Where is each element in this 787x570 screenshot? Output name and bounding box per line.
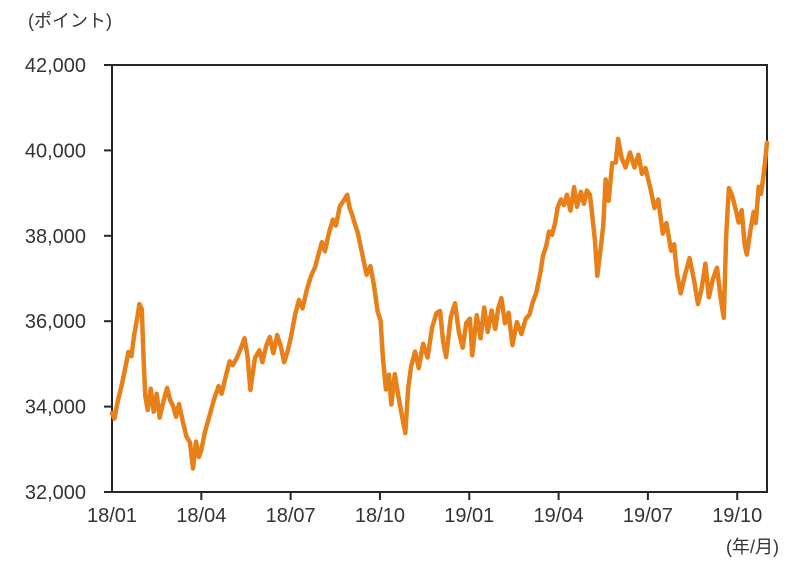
x-tick-label: 19/04 [534,505,584,527]
x-tick-label: 18/10 [355,505,405,527]
x-tick-label: 19/01 [444,505,494,527]
y-tick-label: 34,000 [25,397,86,419]
y-tick-label: 32,000 [25,482,86,504]
y-axis-unit-label: (ポイント) [28,11,112,31]
y-tick-label: 36,000 [25,311,86,333]
x-tick-label: 18/07 [266,505,316,527]
x-axis-unit-label: (年/月) [726,537,779,557]
y-tick-label: 42,000 [25,55,86,77]
x-tick-label: 18/01 [87,505,137,527]
x-tick-label: 18/04 [176,505,226,527]
plot-border [111,64,768,493]
y-tick-label: 40,000 [25,140,86,162]
y-tick-label: 38,000 [25,226,86,248]
series-line-index-daily-close [109,136,770,471]
x-tick-label: 19/10 [712,505,762,527]
x-tick-label: 19/07 [623,505,673,527]
